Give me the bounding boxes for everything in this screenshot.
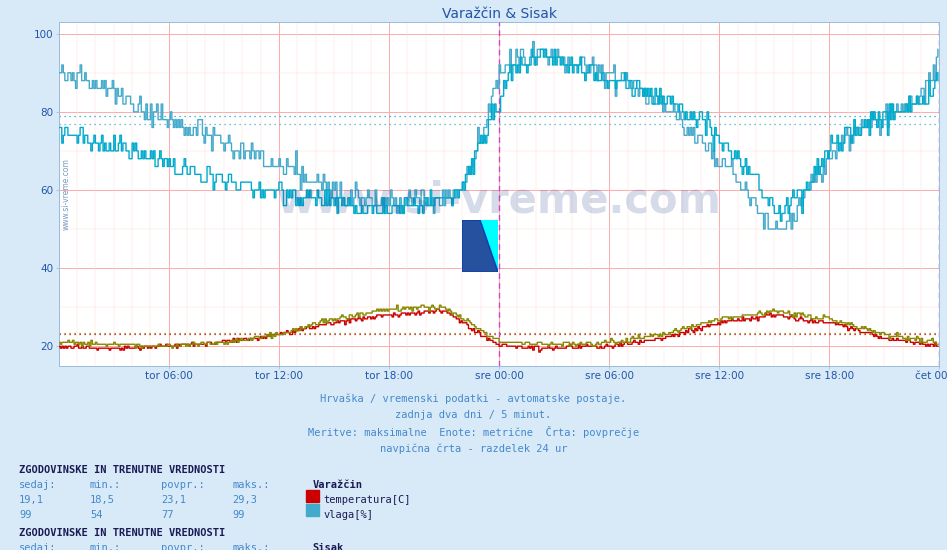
Text: vlaga[%]: vlaga[%] <box>324 510 374 520</box>
Text: maks.:: maks.: <box>232 480 270 490</box>
Text: 77: 77 <box>161 510 173 520</box>
Text: min.:: min.: <box>90 543 121 550</box>
Text: ZGODOVINSKE IN TRENUTNE VREDNOSTI: ZGODOVINSKE IN TRENUTNE VREDNOSTI <box>19 528 225 538</box>
Text: 99: 99 <box>232 510 244 520</box>
Text: 18,5: 18,5 <box>90 495 115 505</box>
Text: zadnja dva dni / 5 minut.: zadnja dva dni / 5 minut. <box>396 410 551 420</box>
Text: 54: 54 <box>90 510 102 520</box>
Text: temperatura[C]: temperatura[C] <box>324 495 411 505</box>
Text: min.:: min.: <box>90 480 121 490</box>
Text: 19,1: 19,1 <box>19 495 44 505</box>
Title: Varažčin & Sisak: Varažčin & Sisak <box>441 7 557 21</box>
Text: 99: 99 <box>19 510 31 520</box>
Text: Sisak: Sisak <box>313 543 344 550</box>
Text: www.si-vreme.com: www.si-vreme.com <box>62 158 70 230</box>
Text: navpična črta - razdelek 24 ur: navpična črta - razdelek 24 ur <box>380 443 567 454</box>
Text: povpr.:: povpr.: <box>161 543 205 550</box>
Text: 23,1: 23,1 <box>161 495 186 505</box>
Text: ZGODOVINSKE IN TRENUTNE VREDNOSTI: ZGODOVINSKE IN TRENUTNE VREDNOSTI <box>19 465 225 475</box>
Text: 29,3: 29,3 <box>232 495 257 505</box>
Polygon shape <box>462 220 498 272</box>
Text: sedaj:: sedaj: <box>19 480 57 490</box>
Text: Varažčin: Varažčin <box>313 480 363 490</box>
Text: Meritve: maksimalne  Enote: metrične  Črta: povprečje: Meritve: maksimalne Enote: metrične Črta… <box>308 426 639 438</box>
Text: povpr.:: povpr.: <box>161 480 205 490</box>
Text: Hrvaška / vremenski podatki - avtomatske postaje.: Hrvaška / vremenski podatki - avtomatske… <box>320 393 627 404</box>
Text: sedaj:: sedaj: <box>19 543 57 550</box>
Text: www.si-vreme.com: www.si-vreme.com <box>277 180 722 222</box>
Text: maks.:: maks.: <box>232 543 270 550</box>
Polygon shape <box>480 220 498 272</box>
FancyBboxPatch shape <box>462 220 498 272</box>
